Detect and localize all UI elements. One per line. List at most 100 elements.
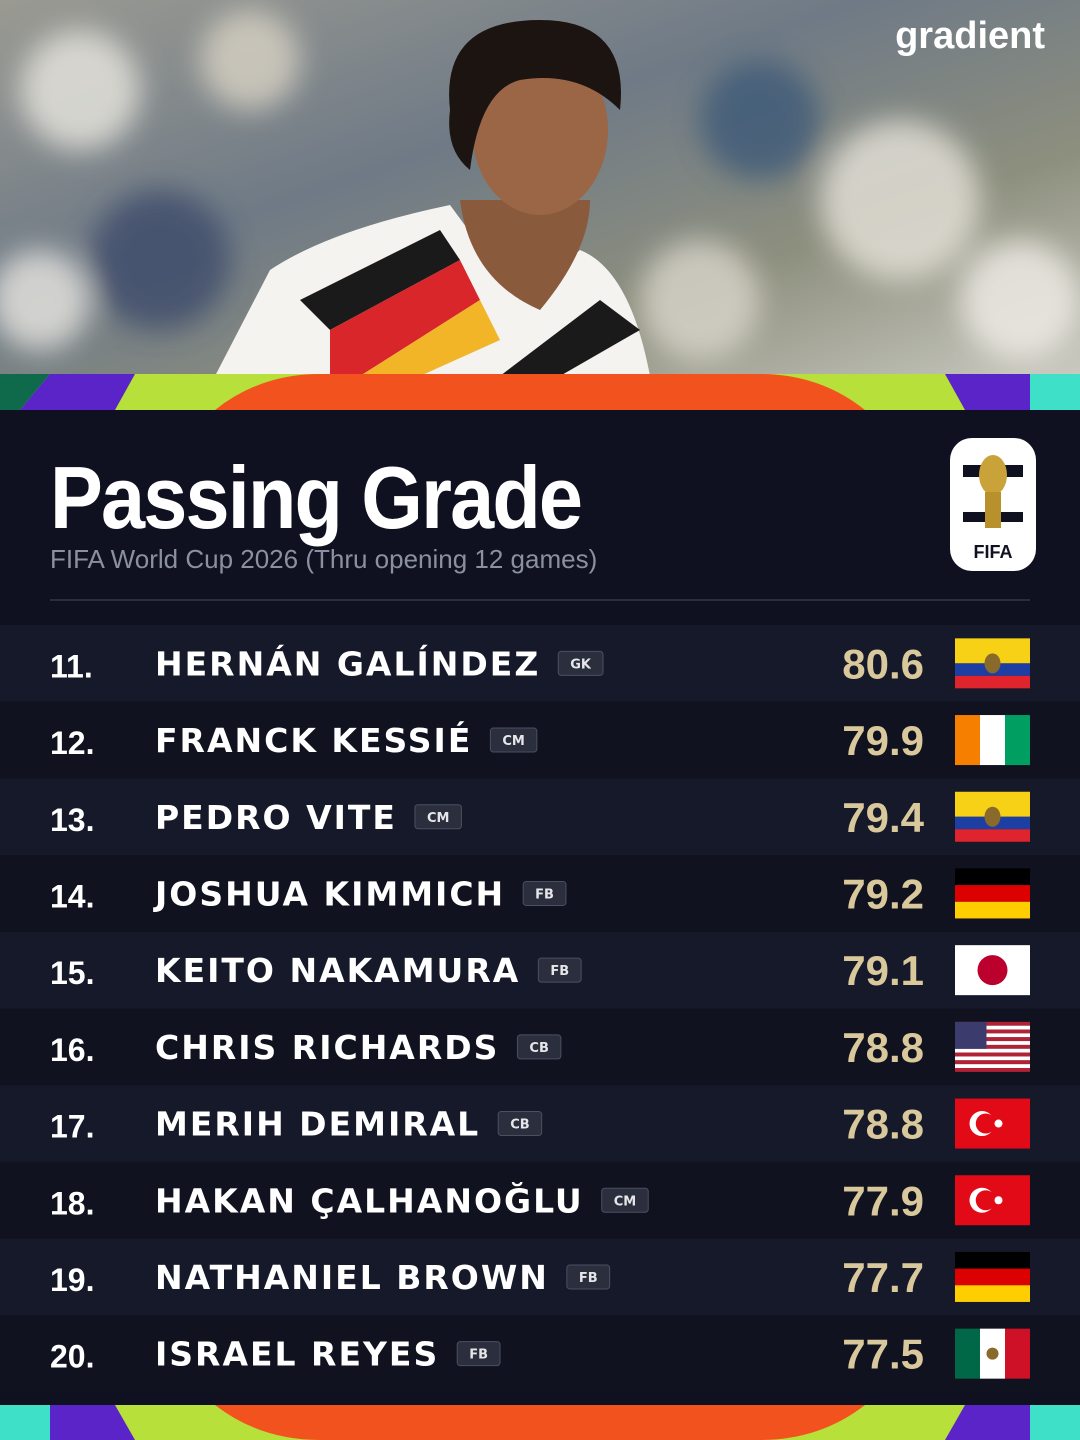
- flag-part: [955, 1056, 1030, 1061]
- rank: 19.: [50, 1262, 94, 1298]
- flag: [955, 868, 1030, 919]
- position-badge-text: CM: [502, 734, 524, 749]
- flag: [955, 1175, 1030, 1226]
- rank: 20.: [50, 1339, 94, 1375]
- color-band-bottom: [0, 1405, 1080, 1440]
- row-background: [0, 625, 1080, 702]
- rank: 13.: [50, 802, 94, 838]
- flag-part: [986, 1347, 999, 1360]
- row: 11. HERNÁN GALÍNDEZ GK 80.6: [0, 625, 1080, 702]
- flag-part: [955, 1251, 1030, 1269]
- position-badge: [516, 1034, 562, 1060]
- row: 20. ISRAEL REYES FB 77.5: [0, 1315, 1080, 1392]
- player-name: FRANCK KESSIÉ: [155, 720, 472, 760]
- flag-part: [1005, 715, 1030, 766]
- position-badge-text: CM: [614, 1194, 636, 1209]
- subtitle: FIFA World Cup 2026 (Thru opening 12 gam…: [50, 544, 597, 574]
- position-badge: [489, 727, 538, 753]
- row: 13. PEDRO VITE CM 79.4: [0, 778, 1080, 856]
- player-name: HERNÁN GALÍNDEZ: [155, 643, 540, 683]
- position-badge: [557, 650, 604, 676]
- player-name: KEITO NAKAMURA: [155, 951, 520, 990]
- flag: [955, 1328, 1030, 1379]
- row-background: [0, 1315, 1080, 1392]
- flag-part: [955, 829, 1030, 842]
- brand-logo: gradient: [895, 15, 1045, 57]
- wc-logo: FIFA: [950, 438, 1036, 571]
- row-background: [0, 1238, 1080, 1316]
- flag-part: [977, 955, 1008, 986]
- flag: [955, 945, 1030, 996]
- flag: [955, 715, 1030, 766]
- flag-part: [975, 1113, 996, 1134]
- rank: 15.: [50, 955, 94, 991]
- flag-part: [955, 675, 1030, 689]
- grade: 77.7: [842, 1254, 924, 1301]
- flag-part: [955, 1328, 980, 1379]
- position-badge: [522, 880, 567, 906]
- player-name: ISRAEL REYES: [155, 1335, 439, 1374]
- color-band-top: [0, 374, 1080, 410]
- position-badge-text: FB: [469, 1348, 488, 1363]
- grade: 77.5: [842, 1331, 924, 1378]
- position-badge: [537, 957, 582, 983]
- hero-photo: [0, 0, 1080, 376]
- position-badge-text: FB: [550, 964, 569, 979]
- flag-part: [955, 1052, 1030, 1057]
- rank: 14.: [50, 878, 94, 914]
- rank: 18.: [50, 1185, 94, 1221]
- flag-part: [955, 1033, 1030, 1038]
- row: 19. NATHANIEL BROWN FB 77.7: [0, 1238, 1080, 1316]
- flag-part: [955, 1029, 1030, 1034]
- flag-part: [955, 1285, 1030, 1302]
- player-name: PEDRO VITE: [155, 798, 397, 837]
- grade: 79.1: [842, 947, 924, 994]
- player-name: CHRIS RICHARDS: [155, 1028, 499, 1067]
- flag-part: [975, 1190, 996, 1211]
- row: 15. KEITO NAKAMURA FB 79.1: [0, 931, 1080, 1009]
- player-name: MERIH DEMIRAL: [155, 1105, 480, 1144]
- position-badge: [566, 1264, 611, 1290]
- grade: 79.4: [842, 794, 924, 841]
- flag-part: [955, 1025, 1030, 1030]
- grade: 80.6: [842, 640, 924, 687]
- flag: [955, 1098, 1030, 1149]
- position-badge: [456, 1341, 501, 1367]
- row: 16. CHRIS RICHARDS CB 78.8: [0, 1008, 1080, 1086]
- flag-part: [955, 1044, 1030, 1049]
- flag-part: [984, 806, 1001, 827]
- row-background: [0, 701, 1080, 779]
- flag-part: [955, 1064, 1030, 1069]
- player-name: HAKAN ÇALHANOĞLU: [155, 1180, 584, 1220]
- grade: 77.9: [842, 1177, 924, 1224]
- rank: 11.: [50, 648, 93, 684]
- position-badge-text: FB: [535, 887, 554, 902]
- row-background: [0, 1161, 1080, 1239]
- flag: [955, 791, 1030, 842]
- position-badge: [414, 804, 462, 830]
- flag-part: [955, 1037, 1030, 1042]
- flag-part: [1005, 1328, 1030, 1379]
- flag-part: [955, 1021, 987, 1049]
- player-name: JOSHUA KIMMICH: [153, 874, 505, 913]
- flag-part: [955, 901, 1030, 919]
- rank: 17.: [50, 1109, 94, 1145]
- position-badge: [601, 1187, 649, 1213]
- position-badge-text: GK: [570, 657, 592, 672]
- row-background: [0, 778, 1080, 856]
- flag-part: [955, 1060, 1030, 1065]
- flag-part: [955, 1068, 1030, 1072]
- grade: 79.9: [842, 717, 924, 764]
- player-name: NATHANIEL BROWN: [155, 1258, 549, 1297]
- row: 17. MERIH DEMIRAL CB 78.8: [0, 1085, 1080, 1162]
- flag-part: [980, 715, 1005, 766]
- rank: 12.: [50, 725, 94, 761]
- flag: [955, 1251, 1030, 1302]
- fifa-text: FIFA: [974, 542, 1013, 562]
- position-badge-text: CB: [510, 1118, 529, 1133]
- title: Passing Grade: [50, 448, 581, 547]
- flag-part: [994, 1119, 1003, 1128]
- flag: [955, 1021, 1030, 1072]
- flag-part: [955, 1021, 1030, 1026]
